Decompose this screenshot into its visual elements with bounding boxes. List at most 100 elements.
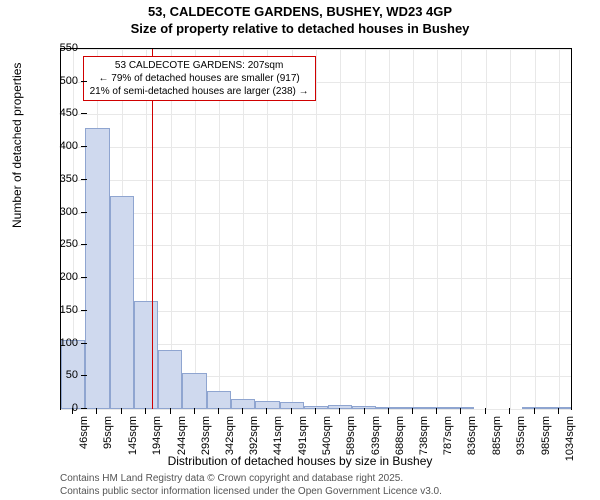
x-tick [436,408,437,414]
x-tick-label: 935sqm [515,416,527,466]
x-tick-label: 540sqm [321,416,333,466]
x-tick-label: 95sqm [102,416,114,466]
y-tick [81,408,87,409]
x-tick [218,408,219,414]
x-tick [266,408,267,414]
y-tick [81,244,87,245]
chart-title: 53, CALDECOTE GARDENS, BUSHEY, WD23 4GP [0,0,600,21]
histogram-bar [376,407,401,409]
footer-line-2: Contains public sector information licen… [60,485,442,498]
x-tick-label: 836sqm [466,416,478,466]
y-tick-label: 100 [60,337,78,349]
y-tick [81,81,87,82]
y-tick-label: 400 [60,140,78,152]
y-tick-label: 550 [60,42,78,54]
chart-subtitle: Size of property relative to detached ho… [0,21,600,40]
x-tick [460,408,461,414]
x-tick-label: 639sqm [370,416,382,466]
y-tick-label: 250 [60,238,78,250]
y-tick-label: 200 [60,271,78,283]
y-tick [81,343,87,344]
footer-attribution: Contains HM Land Registry data © Crown c… [60,472,442,498]
grid-line-v [365,49,366,409]
grid-line-v [461,49,462,409]
histogram-bar [110,196,135,409]
x-tick-label: 985sqm [540,416,552,466]
grid-line-v [267,49,268,409]
x-tick [412,408,413,414]
histogram-bar [85,128,110,409]
y-tick-label: 150 [60,304,78,316]
histogram-bar [255,401,280,409]
annotation-box: 53 CALDECOTE GARDENS: 207sqm← 79% of det… [83,56,316,101]
histogram-bar [328,405,353,409]
x-tick-label: 293sqm [200,416,212,466]
y-tick [81,212,87,213]
x-tick-label: 342sqm [224,416,236,466]
x-tick-label: 1034sqm [564,416,576,466]
x-tick [291,408,292,414]
y-tick [81,113,87,114]
x-tick-label: 392sqm [248,416,260,466]
x-tick [388,408,389,414]
x-tick [534,408,535,414]
x-tick [145,408,146,414]
x-tick-label: 441sqm [272,416,284,466]
y-tick [81,179,87,180]
x-tick [96,408,97,414]
x-tick-label: 194sqm [151,416,163,466]
x-tick [558,408,559,414]
x-tick-label: 244sqm [176,416,188,466]
y-tick-label: 500 [60,75,78,87]
histogram-bar [134,301,158,409]
annotation-line: 53 CALDECOTE GARDENS: 207sqm [90,59,309,72]
y-tick-label: 350 [60,173,78,185]
grid-line-v [219,49,220,409]
x-tick [485,408,486,414]
x-tick-label: 787sqm [442,416,454,466]
grid-line-v [340,49,341,409]
footer-line-1: Contains HM Land Registry data © Crown c… [60,472,442,485]
x-tick [364,408,365,414]
grid-line-v [292,49,293,409]
grid-line-v [486,49,487,409]
grid-line-v [559,49,560,409]
y-tick [81,310,87,311]
y-tick [81,277,87,278]
grid-line-v [535,49,536,409]
y-tick [81,48,87,49]
x-tick-label: 738sqm [418,416,430,466]
y-tick-label: 450 [60,107,78,119]
reference-line [152,49,153,409]
x-tick-label: 589sqm [345,416,357,466]
y-tick [81,146,87,147]
x-tick-label: 46sqm [78,416,90,466]
plot-area: 53 CALDECOTE GARDENS: 207sqm← 79% of det… [60,48,572,410]
x-tick [315,408,316,414]
x-tick-label: 145sqm [127,416,139,466]
grid-line-h [61,409,571,410]
grid-line-v [316,49,317,409]
x-tick [194,408,195,414]
grid-line-v [413,49,414,409]
y-tick-label: 50 [66,369,78,381]
histogram-bar [182,373,207,409]
x-tick-label: 491sqm [297,416,309,466]
y-tick [81,375,87,376]
chart-container: 53, CALDECOTE GARDENS, BUSHEY, WD23 4GP … [0,0,600,500]
x-tick-label: 885sqm [491,416,503,466]
grid-line-v [243,49,244,409]
grid-line-v [437,49,438,409]
annotation-line: 21% of semi-detached houses are larger (… [90,85,309,98]
x-tick [339,408,340,414]
histogram-bar [449,407,474,409]
grid-line-v [389,49,390,409]
grid-line-v [195,49,196,409]
x-tick [509,408,510,414]
x-tick-label: 688sqm [394,416,406,466]
histogram-bar [546,407,571,409]
histogram-bar [158,350,182,409]
y-tick-label: 300 [60,206,78,218]
x-tick [170,408,171,414]
y-axis-label: Number of detached properties [10,63,24,228]
